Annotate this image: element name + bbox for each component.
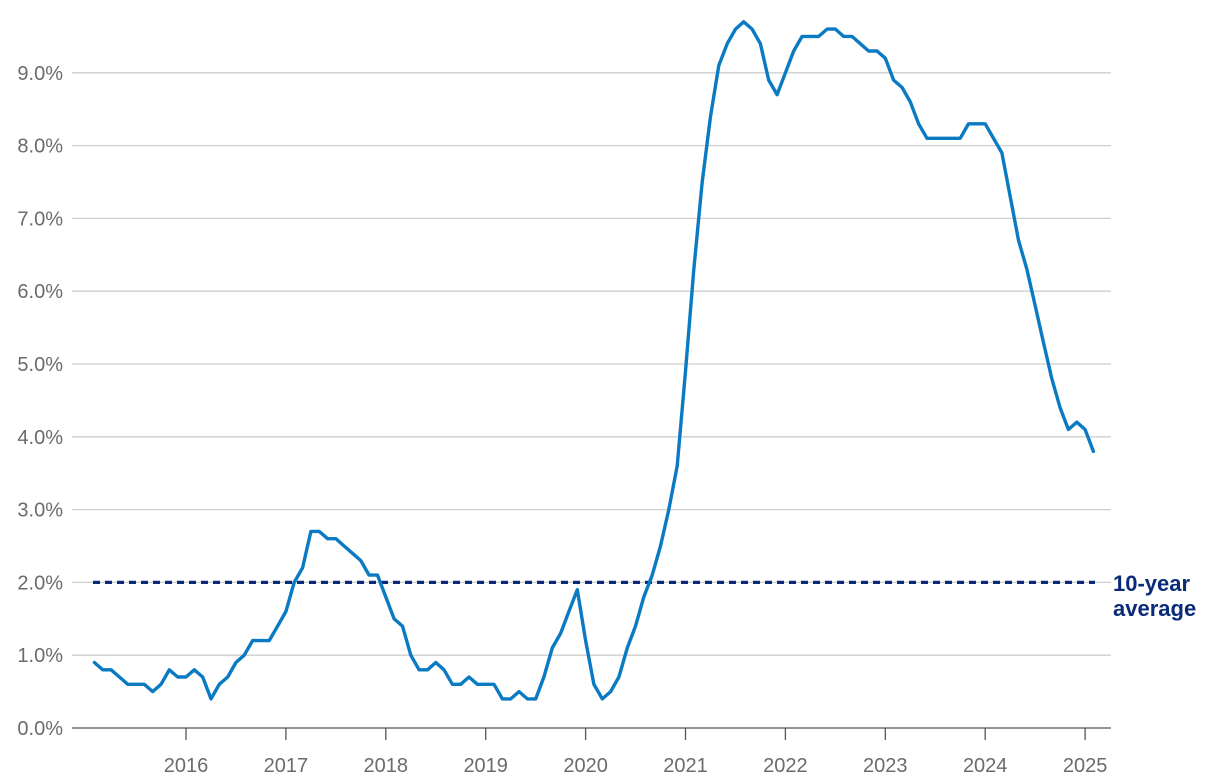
y-tick-label: 3.0% [17, 500, 63, 522]
x-tick-label: 2018 [364, 755, 409, 777]
series-layer [92, 20, 1096, 701]
x-axis [72, 727, 1111, 740]
reference-line-group: 10-year average [93, 571, 1196, 621]
x-tick-label: 2025 [1063, 755, 1108, 777]
gridlines [72, 72, 1111, 656]
reference-label-line-1: 10-year [1113, 571, 1191, 596]
y-tick-label: 5.0% [17, 354, 63, 376]
x-tick-label: 2024 [963, 755, 1008, 777]
reference-label-line-2: average [1113, 596, 1196, 621]
y-tick-label: 0.0% [17, 718, 63, 740]
x-tick-label: 2017 [264, 755, 309, 777]
x-tick-label: 2016 [164, 755, 209, 777]
y-tick-label: 4.0% [17, 427, 63, 449]
x-tick-label: 2022 [763, 755, 808, 777]
y-axis-tick-labels: 0.0% 1.0% 2.0% 3.0% 4.0% 5.0% 6.0% 7.0% 8.0% 9.0% [17, 63, 63, 740]
y-tick-label: 7.0% [17, 208, 63, 230]
x-tick-label: 2019 [463, 755, 508, 777]
x-tick-label: 2020 [563, 755, 608, 777]
y-tick-label: 8.0% [17, 136, 63, 158]
x-axis-tick-labels: 2016 2017 2018 2019 2020 2021 2022 2023 2024 2025 [164, 755, 1108, 777]
x-tick-label: 2021 [663, 755, 708, 777]
y-tick-label: 9.0% [17, 63, 63, 85]
y-tick-label: 2.0% [17, 572, 63, 594]
y-tick-label: 6.0% [17, 281, 63, 303]
series-line [92, 20, 1096, 701]
x-tick-label: 2023 [863, 755, 908, 777]
y-tick-label: 1.0% [17, 645, 63, 667]
